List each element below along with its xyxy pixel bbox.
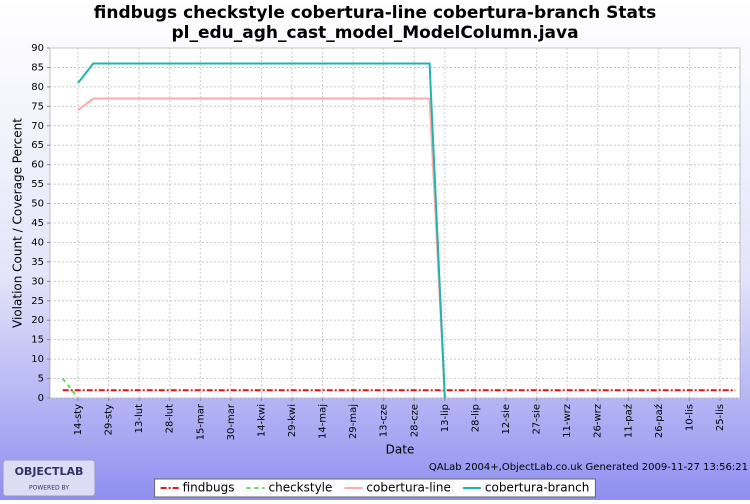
x-tick-label: 14-sty bbox=[73, 404, 84, 435]
series-line bbox=[77, 62, 446, 399]
y-axis-label: Violation Count / Coverage Percent bbox=[11, 118, 25, 328]
series-line bbox=[77, 97, 446, 399]
y-tick-label: 70 bbox=[31, 121, 44, 132]
y-tick-label: 60 bbox=[31, 160, 44, 171]
legend-item: findbugs bbox=[160, 481, 235, 495]
x-tick-label: 12-sie bbox=[501, 404, 512, 434]
logo-tagline: POWERED BY bbox=[29, 485, 69, 492]
x-tick-label: 11-wrz bbox=[562, 404, 573, 438]
y-tick-label: 0 bbox=[38, 393, 44, 404]
x-tick-label: 28-cze bbox=[409, 404, 420, 437]
y-tick-label: 5 bbox=[38, 374, 44, 385]
legend-label: findbugs bbox=[183, 481, 235, 495]
logo-name: OBJECTLAB bbox=[15, 465, 84, 478]
x-tick-label: 13-lip bbox=[440, 404, 451, 432]
x-tick-label: 29-kwi bbox=[287, 404, 298, 437]
legend-label: cobertura-line bbox=[366, 481, 450, 495]
logo-box bbox=[2, 459, 96, 497]
x-tick-label: 13-lut bbox=[134, 404, 145, 433]
x-tick-label: 28-lip bbox=[470, 404, 481, 432]
legend-item: checkstyle bbox=[246, 481, 332, 495]
y-tick-label: 35 bbox=[31, 257, 44, 268]
x-tick-label: 11-paź bbox=[622, 404, 634, 438]
legend-item: cobertura-branch bbox=[462, 481, 590, 495]
legend-item: cobertura-line bbox=[344, 481, 451, 495]
x-axis-label: Date bbox=[386, 443, 415, 457]
x-tick-label: 13-cze bbox=[379, 404, 390, 437]
y-tick-label: 75 bbox=[31, 101, 44, 112]
x-tick-label: 26-paź bbox=[653, 404, 665, 438]
y-tick-label: 10 bbox=[31, 354, 44, 365]
x-tick-label: 14-kwi bbox=[256, 404, 267, 437]
legend-label: checkstyle bbox=[268, 481, 332, 495]
y-tick-label: 20 bbox=[31, 315, 44, 326]
x-tick-label: 14-maj bbox=[318, 404, 329, 439]
y-tick-label: 80 bbox=[31, 82, 44, 93]
y-tick-label: 65 bbox=[31, 140, 44, 151]
legend: findbugs checkstyle cobertura-line cobertur… bbox=[154, 478, 596, 498]
y-tick-label: 90 bbox=[31, 43, 44, 54]
x-tick-label: 28-lut bbox=[165, 404, 176, 433]
x-tick-label: 30-mar bbox=[226, 403, 237, 440]
y-tick-label: 50 bbox=[31, 199, 44, 210]
x-tick-label: 29-sty bbox=[104, 404, 115, 435]
chart-subtitle: pl_edu_agh_cast_model_ModelColumn.java bbox=[171, 23, 578, 43]
y-tick-label: 45 bbox=[31, 218, 44, 229]
y-tick-label: 85 bbox=[31, 62, 44, 73]
x-tick-label: 15-mar bbox=[195, 403, 206, 440]
x-tick-label: 25-lis bbox=[715, 404, 726, 431]
x-tick-label: 27-sie bbox=[532, 404, 543, 434]
footer: QALab 2004+,ObjectLab.co.uk Generated 20… bbox=[429, 462, 748, 473]
legend-label: cobertura-branch bbox=[485, 481, 590, 495]
x-tick-label: 29-maj bbox=[348, 404, 359, 439]
y-tick-label: 25 bbox=[31, 296, 44, 307]
x-tick-label: 10-lis bbox=[684, 404, 695, 431]
legend-box bbox=[154, 478, 596, 498]
x-tick-label: 26-wrz bbox=[593, 404, 604, 438]
y-tick-label: 15 bbox=[31, 335, 44, 346]
y-tick-label: 30 bbox=[31, 276, 44, 287]
y-tick-label: 55 bbox=[31, 179, 44, 190]
y-tick-label: 40 bbox=[31, 237, 44, 248]
chart-title: findbugs checkstyle cobertura-line cober… bbox=[94, 3, 657, 23]
